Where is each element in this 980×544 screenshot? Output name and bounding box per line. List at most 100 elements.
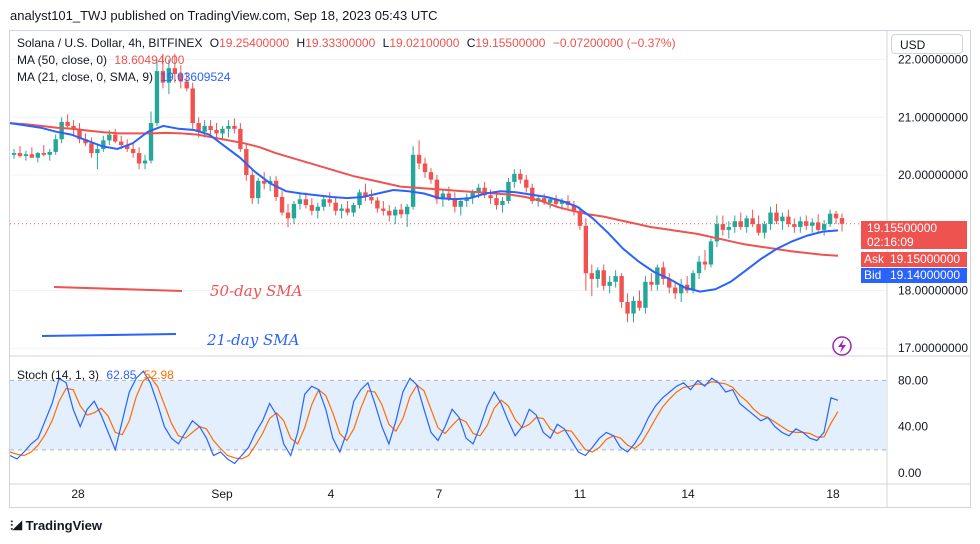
- candle-body: [655, 267, 660, 285]
- footer-brand[interactable]: ⫶◢ TradingView: [10, 518, 102, 534]
- time-tick-label: 14: [681, 487, 695, 501]
- candle-body: [77, 129, 82, 140]
- legend-stoch[interactable]: Stoch (14, 1, 3) 62.85 52.98: [17, 368, 174, 382]
- candle-body: [190, 88, 195, 124]
- publish-title: analyst101_TWJ published on TradingView.…: [10, 8, 438, 23]
- time-tick-label: Sep: [211, 487, 233, 501]
- candle-body: [649, 281, 654, 285]
- lightning-icon-ring: [832, 336, 852, 356]
- currency-button[interactable]: USD: [891, 34, 963, 54]
- stoch-tick-label: 40.00: [898, 420, 928, 434]
- candle-body: [661, 267, 666, 279]
- candle-body: [124, 144, 130, 150]
- candle-body: [226, 125, 231, 129]
- candle-body: [690, 273, 696, 291]
- candle-body: [393, 209, 398, 216]
- candle-body: [422, 163, 428, 173]
- candle-body: [35, 153, 41, 158]
- candle-body: [839, 218, 845, 224]
- stoch-band: [10, 380, 886, 450]
- candle-body: [744, 218, 749, 227]
- bid-label: Bid: [864, 268, 882, 282]
- candle-body: [232, 125, 237, 129]
- candle-body: [416, 154, 422, 164]
- ma21-line: [9, 122, 839, 293]
- time-tick-label: 28: [71, 487, 85, 501]
- candle-body: [637, 300, 642, 308]
- candle-body: [345, 208, 350, 213]
- candle-body: [494, 198, 499, 206]
- high-label: H: [296, 36, 306, 50]
- lightning-icon: [832, 336, 852, 356]
- candle-body: [780, 216, 785, 222]
- candle-body: [410, 154, 416, 207]
- last-price: 19.15500000: [867, 221, 938, 235]
- ma21-value: 19.03609524: [160, 70, 231, 84]
- candle-body: [202, 125, 207, 132]
- price-axis: 22.00000000 21.00000000 20.00000000 18.0000…: [898, 53, 968, 356]
- candle-body: [404, 206, 410, 215]
- candle-body: [541, 198, 547, 203]
- stoch-d-value: 52.98: [143, 368, 174, 382]
- candle-body: [458, 201, 463, 207]
- price-tick-label: 22.00000000: [898, 53, 968, 67]
- candle-body: [696, 261, 702, 274]
- candle-body: [357, 192, 362, 206]
- candle-body: [673, 287, 678, 294]
- candle-body: [488, 195, 493, 199]
- candle-body: [130, 149, 136, 154]
- candle-body: [309, 205, 315, 211]
- candle-body: [607, 281, 612, 286]
- legend-ma50[interactable]: MA (50, close, 0) 18.60494000: [17, 53, 184, 67]
- candle-body: [613, 276, 618, 282]
- candle-body: [482, 187, 487, 196]
- candle-body: [327, 199, 332, 203]
- ask-label: Ask: [864, 252, 885, 266]
- candle-body: [238, 128, 243, 150]
- candle-body: [119, 141, 124, 145]
- candle-body: [11, 153, 17, 155]
- candle-body: [768, 212, 773, 225]
- candle-body: [369, 196, 374, 201]
- tradingview-logo-icon: ⫶◢: [10, 518, 23, 533]
- candle-body: [804, 221, 809, 226]
- ma50-value: 18.60494000: [114, 53, 185, 67]
- candle-body: [428, 172, 434, 180]
- candle-body: [464, 198, 469, 201]
- candle-body: [577, 210, 583, 226]
- candle-body: [261, 180, 267, 184]
- legend-ma21[interactable]: MA (21, close, 0, SMA, 9) 19.03609524: [17, 70, 230, 84]
- candle-body: [678, 284, 684, 294]
- high-value: 19.33300000: [305, 36, 376, 50]
- candle-body: [208, 125, 213, 130]
- candle-body: [732, 221, 737, 227]
- candle-body: [810, 222, 815, 226]
- candle-body: [351, 205, 356, 213]
- candle-body: [631, 300, 636, 314]
- candle-body: [583, 225, 589, 274]
- candle-body: [589, 273, 595, 279]
- time-tick-label: 18: [826, 487, 840, 501]
- candle-body: [381, 208, 386, 211]
- chart-frame: [9, 30, 971, 508]
- candle-body: [339, 208, 344, 211]
- candle-body: [815, 222, 821, 230]
- candle-body: [750, 218, 755, 225]
- open-label: O: [209, 36, 220, 50]
- legend-ohlc: Solana / U.S. Dollar, 4h, BITFINEX O19.2…: [17, 36, 676, 50]
- candle-body: [315, 206, 320, 211]
- candle-body: [738, 221, 743, 227]
- candle-body: [89, 143, 94, 154]
- candle-body: [446, 193, 452, 199]
- candle-body: [786, 216, 791, 225]
- candle-body: [619, 276, 624, 303]
- icons: [832, 336, 852, 356]
- ask-tag: Ask 19.15000000: [861, 252, 967, 267]
- candle-body: [762, 224, 767, 233]
- candle-body: [363, 192, 368, 197]
- close-label: C: [466, 36, 476, 50]
- time-tick-label: 4: [328, 487, 335, 501]
- candle-body: [107, 134, 112, 141]
- ma50-label: MA (50, close, 0): [17, 53, 108, 67]
